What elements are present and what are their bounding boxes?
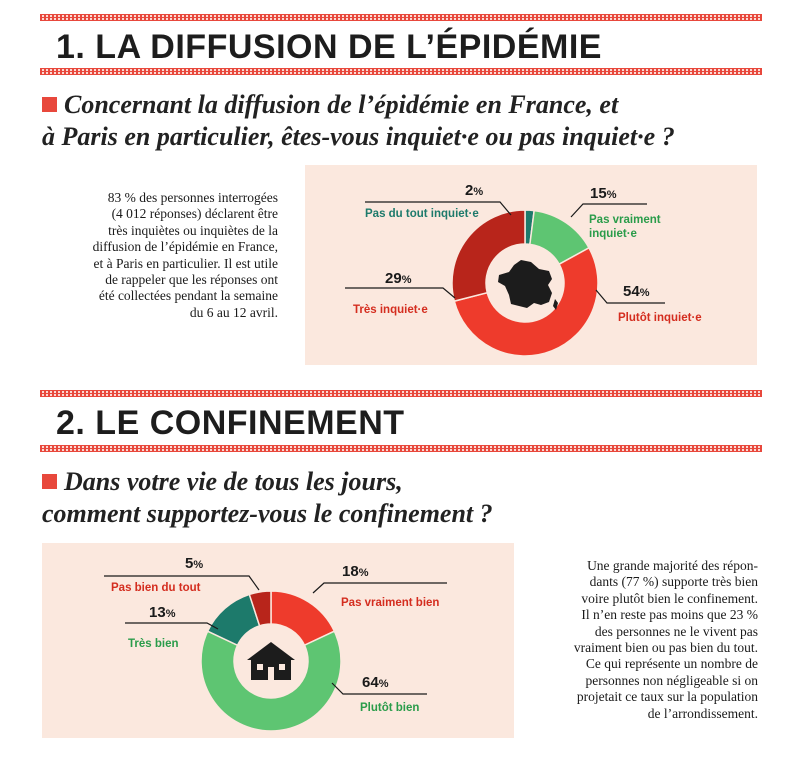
category-label: inquiet·e	[589, 228, 637, 240]
slice-label: 29% Très inquiet·e	[345, 270, 456, 316]
slice-label: 5% Pas bien du tout	[104, 555, 260, 594]
confinement-paragraph: Une grande majorité des répon- dants (77…	[526, 558, 758, 722]
text-line: Il n’en reste pas moins que 23 %	[581, 607, 758, 623]
question-heading: Concernant la diffusion de l’épidémie en…	[42, 89, 675, 153]
data-label-value: 54%	[623, 283, 650, 300]
data-label-value: 64%	[362, 674, 389, 691]
donut-slice	[451, 209, 526, 303]
text-line: très inquiètes ou inquiètes de la	[108, 222, 278, 238]
leader-line	[331, 682, 427, 695]
decorative-band	[40, 390, 762, 397]
leader-line	[104, 575, 260, 591]
category-label: Pas du tout inquiet·e	[365, 208, 479, 220]
slice-label: 54% Plutôt inquiet·e	[595, 283, 702, 324]
text-line: et à Paris en particulier. Il est utile	[93, 255, 278, 271]
house-body-icon	[247, 642, 295, 680]
leader-line	[570, 203, 647, 218]
text-line: de l’arrondissement.	[647, 705, 758, 721]
text-line: projetait ce taux sur la population	[576, 689, 758, 705]
text-line: de rappeler que les réponses ont	[105, 272, 278, 288]
text-line: 83 % des personnes interrogées	[107, 190, 278, 205]
data-label-value: 13%	[149, 604, 176, 621]
text-line: (4 012 réponses) déclarent être	[111, 206, 278, 222]
section-title: 2. LE CONFINEMENT	[56, 404, 405, 442]
text-line: vraiment bien ou pas bien du tout.	[573, 640, 758, 656]
decorative-band	[40, 68, 762, 75]
house-icon	[247, 642, 295, 680]
donut-chart-confinement: 18% Pas vraiment bien 64% Plutôt bien 13% Trè…	[104, 555, 447, 732]
text-line: personnes non négligeable si on	[585, 672, 758, 688]
france-map-icon	[498, 260, 558, 310]
text-line: voire plutôt bien le confinement.	[581, 590, 758, 606]
chart-panel: 2% Pas du tout inquiet·e 15% Pas vraiment in…	[305, 165, 757, 365]
text-line: été collectées pendant la semaine	[98, 288, 278, 304]
slice-label: 2% Pas du tout inquiet·e	[365, 182, 512, 220]
house-window-icon	[279, 664, 285, 670]
category-label: Pas vraiment bien	[341, 597, 439, 609]
text-line: du 6 au 12 avril.	[189, 304, 278, 320]
decorative-band	[40, 445, 762, 452]
donut-chart-inquietude: 2% Pas du tout inquiet·e 15% Pas vraiment in…	[345, 182, 702, 357]
donut-slice	[248, 590, 272, 627]
category-label: Plutôt inquiet·e	[618, 312, 702, 324]
slice-label: 15% Pas vraiment inquiet·e	[570, 185, 661, 240]
question-line: comment supportez-vous le confinement ?	[42, 499, 493, 528]
category-label: Pas vraiment	[589, 214, 661, 226]
leader-line	[345, 287, 456, 299]
text-line: diffusion de l’épidémie en France,	[92, 239, 278, 255]
leader-line	[365, 201, 512, 216]
text-line: Ce qui représente un nombre de	[585, 656, 758, 672]
square-bullet-icon	[42, 97, 57, 112]
leader-line	[125, 622, 219, 630]
leader-line	[595, 289, 665, 304]
category-label: Pas bien du tout	[111, 582, 201, 594]
category-label: Plutôt bien	[360, 702, 419, 714]
leader-line	[312, 582, 447, 594]
data-label-value: 5%	[185, 555, 203, 572]
decorative-band	[40, 14, 762, 21]
text-line: dants (77 %) supporte très bien	[589, 574, 758, 590]
house-door-icon	[268, 667, 274, 680]
category-label: Très bien	[128, 638, 179, 650]
data-label-value: 29%	[385, 270, 412, 287]
donut-slice	[200, 630, 342, 732]
slice-label: 64% Plutôt bien	[331, 674, 427, 714]
square-bullet-icon	[42, 474, 57, 489]
category-label: Très inquiet·e	[353, 304, 428, 316]
question-line: Concernant la diffusion de l’épidémie en…	[64, 90, 619, 119]
data-label-value: 15%	[590, 185, 617, 202]
text-line: des personnes ne le vivent pas	[594, 623, 758, 639]
data-label-value: 2%	[465, 182, 483, 199]
slice-label: 18% Pas vraiment bien	[312, 563, 447, 609]
question-heading: Dans votre vie de tous les jours, comment…	[42, 466, 493, 530]
data-label-value: 18%	[342, 563, 369, 580]
intro-paragraph: 83 % des personnes interrogées (4 012 ré…	[40, 190, 278, 321]
question-line: à Paris en particulier, êtes-vous inquie…	[42, 122, 675, 151]
section-title: 1. LA DIFFUSION DE L’ÉPIDÉMIE	[56, 28, 602, 66]
chart-panel: 18% Pas vraiment bien 64% Plutôt bien 13% Trè…	[42, 543, 514, 738]
house-window-icon	[257, 664, 263, 670]
slice-label: 13% Très bien	[125, 604, 219, 650]
question-line: Dans votre vie de tous les jours,	[64, 467, 403, 496]
text-line: Une grande majorité des répon-	[587, 558, 758, 573]
